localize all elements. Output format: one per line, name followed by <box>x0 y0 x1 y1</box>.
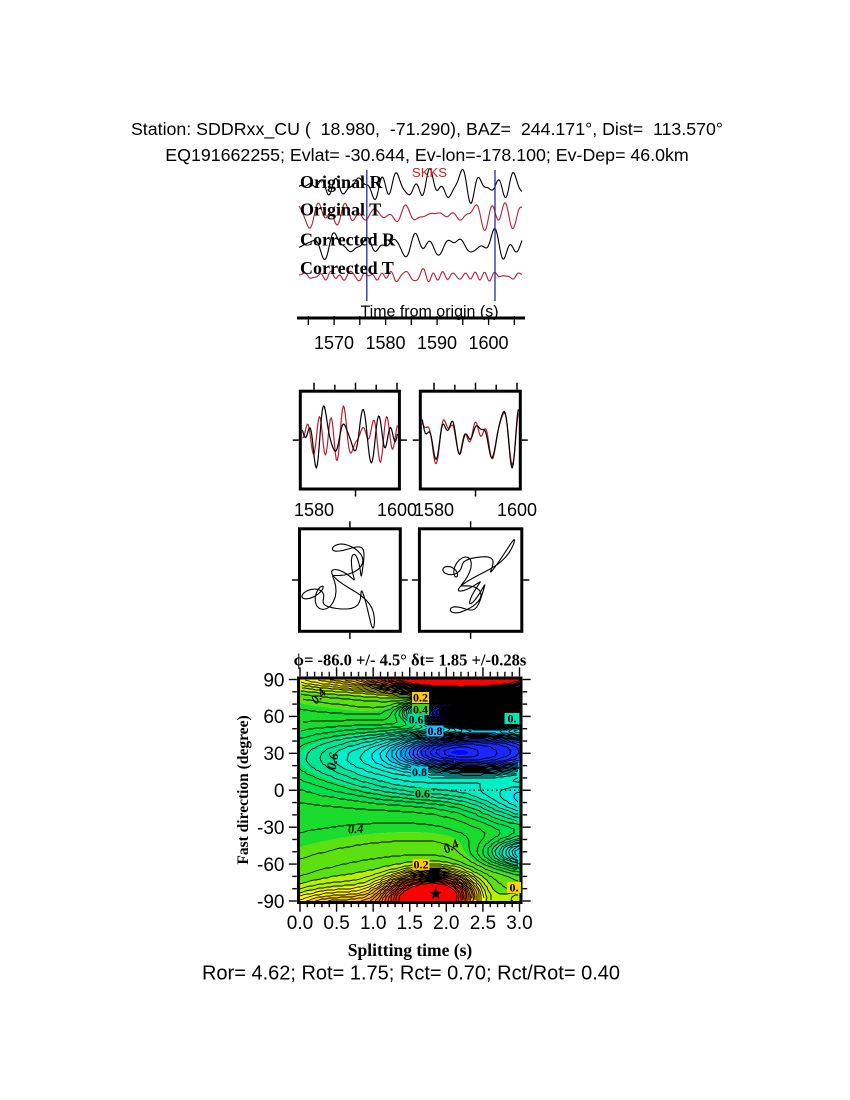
svg-text:Time from origin (s): Time from origin (s) <box>360 304 498 321</box>
svg-text:0.0: 0.0 <box>287 913 313 934</box>
svg-text:0.2: 0.2 <box>414 858 429 872</box>
svg-text:60: 60 <box>263 707 284 728</box>
svg-text:1570: 1570 <box>314 333 354 353</box>
svg-text:0.6: 0.6 <box>415 787 430 801</box>
svg-text:1580: 1580 <box>365 333 405 353</box>
svg-text:Original T: Original T <box>300 200 381 220</box>
svg-text:2.0: 2.0 <box>433 913 459 934</box>
svg-text:2.5: 2.5 <box>470 913 496 934</box>
svg-text:Corrected R: Corrected R <box>300 230 396 250</box>
svg-text:1.0: 1.0 <box>360 913 386 934</box>
svg-text:0.8: 0.8 <box>412 765 427 779</box>
svg-text:30: 30 <box>263 744 284 765</box>
svg-text:Splitting time (s): Splitting time (s) <box>348 940 473 960</box>
svg-text:90: 90 <box>263 670 284 691</box>
svg-text:Original R: Original R <box>300 172 384 192</box>
svg-text:1590: 1590 <box>417 333 457 353</box>
svg-text:0.4: 0.4 <box>413 703 428 717</box>
svg-text:Corrected T: Corrected T <box>300 258 394 278</box>
svg-text:0.5: 0.5 <box>323 913 349 934</box>
svg-text:-30: -30 <box>257 818 284 839</box>
svg-text:SKKS: SKKS <box>412 165 447 180</box>
svg-text:Ror= 4.62; Rot= 1.75; Rct= 0.7: Ror= 4.62; Rot= 1.75; Rct= 0.70; Rct/Rot… <box>202 963 620 985</box>
svg-text:0.6: 0.6 <box>409 713 424 727</box>
svg-text:0.4: 0.4 <box>347 821 364 836</box>
svg-text:-90: -90 <box>257 892 284 913</box>
svg-text:1600: 1600 <box>468 333 508 353</box>
svg-text:-60: -60 <box>257 855 284 876</box>
svg-text:0.6: 0.6 <box>324 751 342 770</box>
svg-text:0: 0 <box>274 781 285 802</box>
svg-text:EQ191662255; Evlat= -30.644, E: EQ191662255; Evlat= -30.644, Ev-lon=-178… <box>165 145 688 165</box>
svg-text:1580: 1580 <box>414 500 454 520</box>
svg-text:1600: 1600 <box>377 500 417 520</box>
svg-text:1580: 1580 <box>294 500 334 520</box>
svg-text:1.5: 1.5 <box>397 913 423 934</box>
svg-text:Station: SDDRxx_CU ( 18.980,: Station: SDDRxx_CU ( 18.980, -71.290), B… <box>131 119 723 140</box>
svg-text:1600: 1600 <box>497 500 537 520</box>
svg-text:ϕ= -86.0 +/- 4.5° δt= 1.85 +/-: ϕ= -86.0 +/- 4.5° δt= 1.85 +/-0.28s <box>294 651 527 670</box>
svg-text:3.0: 3.0 <box>506 913 532 934</box>
svg-text:0.8: 0.8 <box>428 724 443 738</box>
svg-text:0.: 0. <box>508 712 517 726</box>
svg-text:0.2: 0.2 <box>413 691 428 705</box>
svg-text:0.4: 0.4 <box>441 837 462 857</box>
svg-text:Fast direction (degree): Fast direction (degree) <box>235 715 252 864</box>
svg-text:0.: 0. <box>510 881 519 895</box>
